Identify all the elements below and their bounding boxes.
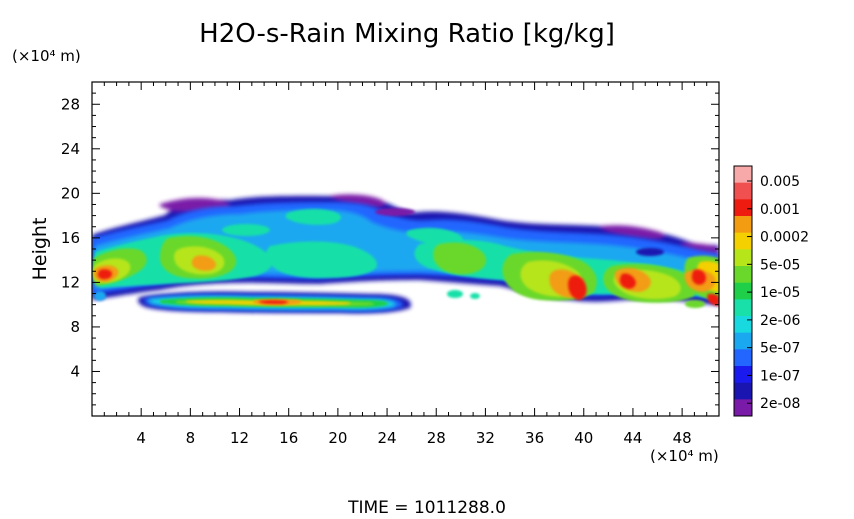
colorbar-label: 0.005 — [760, 174, 800, 190]
frag-3 — [470, 293, 480, 299]
frag-6 — [222, 224, 270, 236]
frag-2 — [447, 290, 463, 298]
field-fragments — [94, 208, 705, 308]
colorbar-swatch — [734, 182, 752, 200]
frag-7 — [685, 300, 705, 308]
red-d — [691, 269, 706, 285]
colorbar-swatch — [734, 266, 752, 283]
red-a — [97, 269, 112, 280]
colorbar-swatch — [734, 216, 752, 233]
x-tick-label: 12 — [230, 429, 249, 447]
chart-title: H2O-s-Rain Mixing Ratio [kg/kg] — [199, 19, 615, 49]
envelope-purple — [159, 194, 718, 258]
frag-4 — [94, 291, 106, 301]
colorbar-swatch — [734, 382, 752, 400]
colorbar-label: 5e-07 — [760, 341, 800, 357]
x-unit-label: (×10⁴ m) — [650, 447, 719, 465]
colorbar-swatch — [734, 316, 752, 333]
x-tick-label: 48 — [673, 429, 692, 447]
colorbar-label: 2e-06 — [760, 313, 800, 329]
x-tick-label: 36 — [525, 429, 544, 447]
colorbar-swatch — [734, 166, 752, 183]
x-tick-label: 44 — [623, 429, 642, 447]
colorbar-swatch — [734, 332, 752, 350]
colorbar-swatch — [734, 249, 752, 267]
colorbar-swatch — [734, 199, 752, 217]
x-tick-label: 32 — [476, 429, 495, 447]
x-tick-label: 40 — [574, 429, 593, 447]
red-e — [258, 300, 289, 304]
colorbar: 0.005 0.001 0.0002 5e-05 1e-05 2e-06 5e-07 1e-0… — [733, 165, 809, 417]
x-tick-label: 16 — [279, 429, 298, 447]
or-b — [191, 255, 216, 271]
x-tick-label: 20 — [328, 429, 347, 447]
red-f — [707, 293, 719, 306]
y-axis: 4 8 12 16 20 24 28 — [61, 81, 719, 417]
colorbar-swatch — [734, 299, 752, 317]
x-tick-label: 4 — [136, 429, 146, 447]
y-tick-label: 12 — [61, 273, 80, 291]
colorbar-swatch — [734, 232, 752, 250]
y-tick-label: 16 — [61, 229, 80, 247]
red-c — [619, 273, 636, 289]
y-tick-label: 4 — [70, 362, 80, 380]
teal-d — [406, 227, 464, 246]
colorbar-swatch — [734, 349, 752, 367]
x-axis: 4 8 12 16 20 24 28 32 36 40 44 48 — [91, 82, 720, 447]
x-tick-label: 28 — [427, 429, 446, 447]
colorbar-label: 0.0002 — [760, 230, 809, 246]
time-label: TIME = 1011288.0 — [347, 498, 506, 518]
teal-b — [266, 241, 377, 278]
y-tick-label: 28 — [61, 95, 80, 113]
y-tick-label: 24 — [61, 140, 80, 158]
colorbar-label: 1e-07 — [760, 368, 800, 384]
green-c — [433, 242, 487, 275]
y-unit-label: (×10⁴ m) — [12, 47, 81, 65]
x-tick-label: 8 — [186, 429, 196, 447]
red-b — [568, 275, 587, 300]
colorbar-label: 0.001 — [760, 202, 800, 218]
colorbar-label: 5e-05 — [760, 257, 800, 273]
colorbar-swatch — [734, 399, 752, 417]
frag-5 — [636, 248, 664, 256]
x-tick-label: 24 — [378, 429, 397, 447]
field-red — [97, 269, 719, 306]
colorbar-swatch — [734, 366, 752, 383]
colorbar-frame — [733, 165, 753, 417]
teal-e — [285, 209, 342, 225]
y-tick-label: 20 — [61, 184, 80, 202]
y-tick-label: 8 — [70, 318, 80, 336]
colorbar-swatch — [734, 282, 752, 300]
field-layer — [92, 194, 719, 314]
frag-1 — [375, 208, 415, 216]
y-axis-label: Height — [29, 218, 51, 281]
colorbar-label: 1e-05 — [760, 285, 800, 301]
colorbar-label: 2e-08 — [760, 396, 800, 412]
